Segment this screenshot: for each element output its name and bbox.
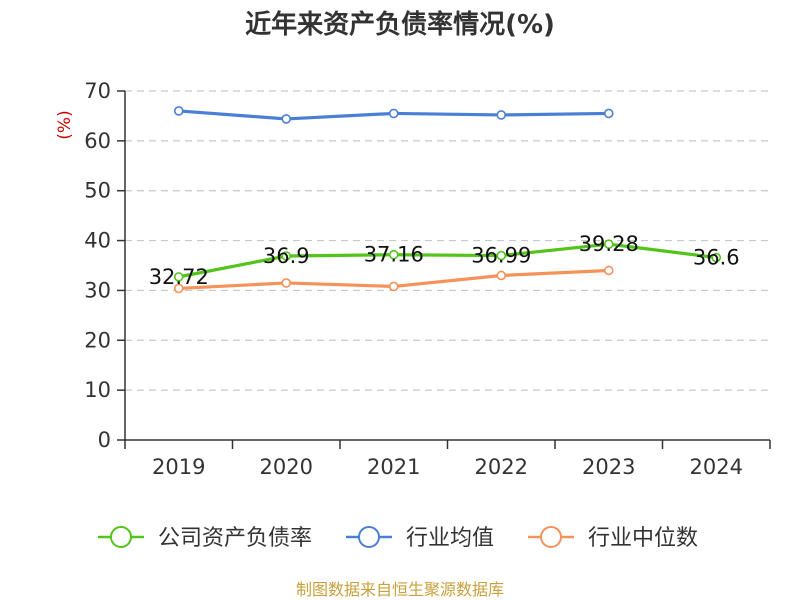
data-point (173, 106, 184, 116)
legend-marker (110, 526, 132, 548)
x-tick-label: 2021 (367, 455, 420, 479)
x-tick-label: 2022 (475, 455, 528, 479)
data-point (496, 250, 507, 261)
legend[interactable]: 公司资产负债率 行业均值 行业中位数 (98, 526, 698, 551)
data-label: 36.99 (471, 244, 531, 268)
data-source-note: 制图数据来自恒生聚源数据库 (296, 580, 504, 599)
data-label: 39.28 (579, 232, 639, 256)
legend-label: 行业均值 (406, 526, 494, 551)
x-tick-label: 2023 (582, 455, 635, 479)
y-tick-label: 10 (84, 378, 111, 402)
y-tick-label: 30 (84, 278, 111, 302)
y-tick-label: 0 (98, 428, 111, 452)
series-line-0 (178, 242, 717, 279)
axes (117, 90, 771, 449)
x-tick-label: 2020 (260, 455, 313, 479)
data-point (281, 251, 292, 261)
y-tick-label: 40 (84, 229, 111, 253)
data-point (173, 272, 184, 282)
legend-label: 行业中位数 (588, 526, 698, 551)
y-tick-label: 70 (84, 79, 111, 103)
data-point (173, 283, 184, 294)
legend-item-0[interactable]: 公司资产负债率 (98, 526, 312, 551)
data-label: 32.72 (149, 265, 209, 289)
legend-label: 公司资产负债率 (158, 526, 312, 551)
y-tick-labels: 0 10 20 30 40 50 60 70 (84, 79, 111, 452)
data-label: 36.9 (263, 244, 310, 268)
data-point (388, 108, 399, 119)
data-point (388, 281, 399, 292)
data-point (281, 114, 292, 124)
legend-marker (358, 526, 380, 548)
y-tick-label: 60 (84, 129, 111, 153)
data-point (603, 239, 614, 249)
data-point (281, 278, 292, 288)
data-point (711, 252, 722, 263)
data-label: 36.6 (693, 246, 740, 270)
data-point (603, 265, 614, 276)
grid-lines (125, 90, 770, 391)
legend-marker (540, 526, 562, 548)
legend-item-1[interactable]: 行业均值 (346, 526, 494, 551)
y-tick-label: 20 (84, 328, 111, 352)
x-tick-label: 2024 (690, 455, 743, 479)
series-lines (173, 106, 722, 294)
legend-item-2[interactable]: 行业中位数 (528, 526, 698, 551)
chart-title: 近年来资产负债率情况(%) (245, 9, 555, 40)
data-point (496, 110, 507, 120)
data-point (496, 270, 507, 281)
data-labels: 32.72 36.9 37.16 36.99 39.28 36.6 (149, 232, 740, 289)
data-point (388, 249, 399, 260)
y-axis-unit-label: (%) (55, 110, 75, 139)
y-tick-label: 50 (84, 179, 111, 203)
data-point (603, 108, 614, 119)
x-tick-label: 2019 (152, 455, 205, 479)
x-tick-labels: 2019 2020 2021 2022 2023 2024 (152, 455, 743, 479)
data-label: 37.16 (364, 243, 424, 267)
